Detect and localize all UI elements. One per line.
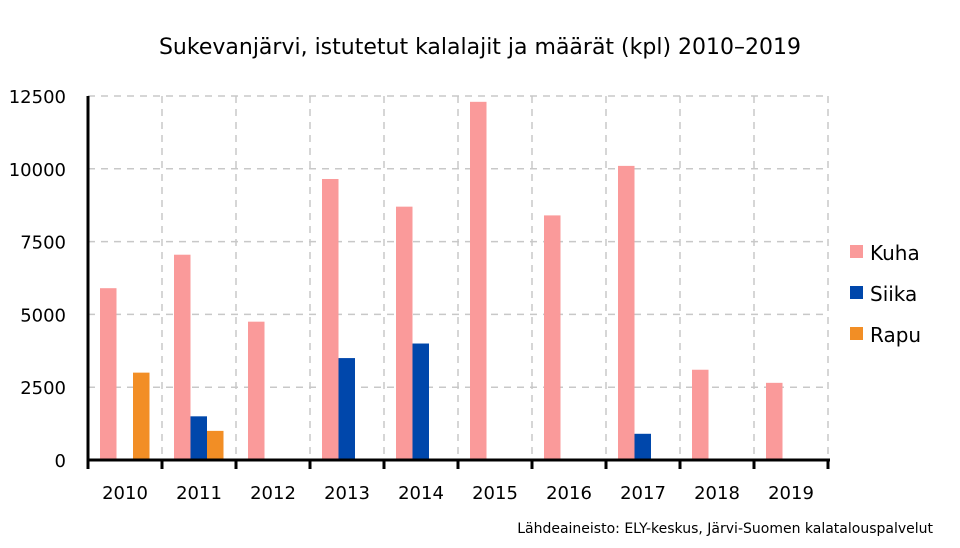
bar-kuha-2013 <box>322 178 339 460</box>
bar-siika-2014 <box>412 343 429 460</box>
legend-label-rapu: Rapu <box>870 323 921 347</box>
x-tick-label: 2015 <box>472 483 518 504</box>
bar-rapu-2011 <box>207 430 224 460</box>
bar-kuha-2011 <box>174 254 191 460</box>
bar-siika-2013 <box>338 358 355 460</box>
bar-kuha-2019 <box>766 382 783 460</box>
bar-kuha-2014 <box>396 206 413 460</box>
x-tick-label: 2016 <box>546 483 592 504</box>
bar-kuha-2018 <box>692 369 709 460</box>
legend-swatch-rapu <box>850 327 863 340</box>
x-tick-label: 2019 <box>768 483 814 504</box>
x-tick-label: 2010 <box>102 483 148 504</box>
source-note: Lähdeaineisto: ELY-keskus, Järvi-Suomen … <box>517 521 933 537</box>
legend: Kuha Siika Rapu <box>850 241 921 347</box>
bar-kuha-2012 <box>248 321 265 460</box>
bar-kuha-2017 <box>618 165 635 460</box>
legend-swatch-siika <box>850 286 863 299</box>
x-tick-label: 2014 <box>398 483 444 504</box>
y-tick-label: 10000 <box>9 160 66 181</box>
bars <box>100 101 783 460</box>
legend-label-siika: Siika <box>870 282 917 306</box>
axes: 0 2500 5000 7500 10000 12500 2010 2011 2012 2013 2… <box>9 87 830 504</box>
chart-title: Sukevanjärvi, istutetut kalalajit ja mää… <box>159 35 801 60</box>
grid <box>88 95 829 460</box>
bar-rapu-2010 <box>133 372 150 460</box>
bar-kuha-2015 <box>470 101 487 460</box>
bar-siika-2011 <box>190 416 207 460</box>
x-tick-label: 2017 <box>620 483 666 504</box>
y-tick-label: 7500 <box>20 233 66 254</box>
bar-kuha-2010 <box>100 288 117 460</box>
y-tick-label: 12500 <box>9 87 66 108</box>
x-tick-label: 2012 <box>250 483 296 504</box>
y-tick-label: 2500 <box>20 378 66 399</box>
y-tick-label: 0 <box>55 451 66 472</box>
legend-swatch-kuha <box>850 245 863 258</box>
legend-label-kuha: Kuha <box>870 241 920 265</box>
x-tick-label: 2013 <box>324 483 370 504</box>
x-tick-label: 2011 <box>176 483 222 504</box>
bar-kuha-2016 <box>544 215 561 460</box>
bar-siika-2017 <box>634 433 651 460</box>
y-tick-label: 5000 <box>20 305 66 326</box>
x-tick-label: 2018 <box>694 483 740 504</box>
